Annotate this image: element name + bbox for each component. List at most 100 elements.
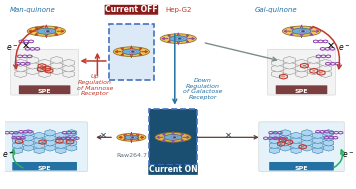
Text: SPE: SPE [38,166,51,170]
Text: SPE: SPE [295,89,308,94]
FancyBboxPatch shape [12,162,77,170]
Polygon shape [320,70,331,77]
Text: ✕: ✕ [21,41,30,51]
Text: Hep-G2: Hep-G2 [165,7,192,13]
Text: $e^-$: $e^-$ [2,150,14,160]
FancyBboxPatch shape [259,122,344,171]
Polygon shape [272,70,283,77]
Polygon shape [313,142,323,149]
Polygon shape [269,132,279,139]
Ellipse shape [130,50,136,53]
Ellipse shape [117,133,146,141]
Polygon shape [23,135,33,141]
Circle shape [58,140,61,142]
Ellipse shape [124,135,139,140]
Polygon shape [291,132,301,139]
Circle shape [312,70,316,72]
Circle shape [40,65,44,67]
Polygon shape [51,57,62,64]
Polygon shape [63,65,74,72]
Polygon shape [313,147,323,154]
Polygon shape [291,142,301,149]
Polygon shape [269,147,279,154]
Text: $e^-$: $e^-$ [342,150,354,160]
Polygon shape [272,59,283,66]
Circle shape [17,140,21,142]
Ellipse shape [169,36,187,42]
Polygon shape [15,59,26,66]
Ellipse shape [299,30,307,33]
Polygon shape [284,57,295,64]
Text: ✕: ✕ [225,130,232,139]
Polygon shape [302,140,312,146]
Circle shape [68,141,72,143]
Ellipse shape [176,37,183,40]
Ellipse shape [27,26,66,36]
Polygon shape [39,70,50,77]
Text: Up
Regulation
of Mannose
Receptor: Up Regulation of Mannose Receptor [77,74,113,96]
Ellipse shape [37,28,56,34]
FancyBboxPatch shape [19,85,70,94]
Polygon shape [269,137,279,144]
Polygon shape [302,135,312,141]
Text: SPE: SPE [38,89,51,94]
Polygon shape [27,62,38,69]
Polygon shape [324,140,334,146]
Text: Raw264.7: Raw264.7 [116,153,147,157]
Polygon shape [15,70,26,77]
Polygon shape [67,145,77,151]
Ellipse shape [164,134,182,140]
Text: SPE: SPE [295,166,308,170]
Circle shape [303,65,306,67]
Circle shape [40,68,43,70]
Polygon shape [34,132,44,139]
Polygon shape [63,59,74,66]
Polygon shape [280,145,290,151]
Ellipse shape [155,132,191,142]
Polygon shape [320,59,331,66]
Polygon shape [63,70,74,77]
Circle shape [178,38,182,40]
Polygon shape [324,135,334,141]
Polygon shape [27,68,38,75]
Polygon shape [12,137,23,144]
Polygon shape [45,130,55,136]
Polygon shape [296,59,307,66]
FancyBboxPatch shape [276,85,327,94]
Polygon shape [296,65,307,72]
Text: Gal-quinone: Gal-quinone [255,7,297,13]
Polygon shape [320,65,331,72]
Circle shape [173,136,176,138]
FancyBboxPatch shape [269,162,334,170]
Circle shape [281,139,284,141]
Polygon shape [34,137,44,144]
Circle shape [279,143,283,145]
Ellipse shape [122,49,140,55]
Polygon shape [56,132,66,139]
Circle shape [319,72,323,74]
Polygon shape [15,65,26,72]
Circle shape [47,70,51,72]
Ellipse shape [44,30,52,33]
Circle shape [46,30,50,32]
Ellipse shape [160,34,196,43]
Polygon shape [23,145,33,151]
Polygon shape [280,130,290,136]
Polygon shape [302,130,312,136]
Polygon shape [308,57,319,64]
Polygon shape [23,140,33,146]
Polygon shape [308,68,319,75]
Polygon shape [280,140,290,146]
Circle shape [282,76,285,77]
Polygon shape [284,68,295,75]
Text: ✕: ✕ [99,130,106,139]
FancyBboxPatch shape [11,49,79,95]
Text: $e^-$: $e^-$ [338,43,350,53]
Ellipse shape [113,47,150,57]
Polygon shape [51,62,62,69]
Ellipse shape [282,26,321,36]
Polygon shape [272,65,283,72]
Polygon shape [296,70,307,77]
Polygon shape [34,147,44,154]
Polygon shape [56,137,66,144]
